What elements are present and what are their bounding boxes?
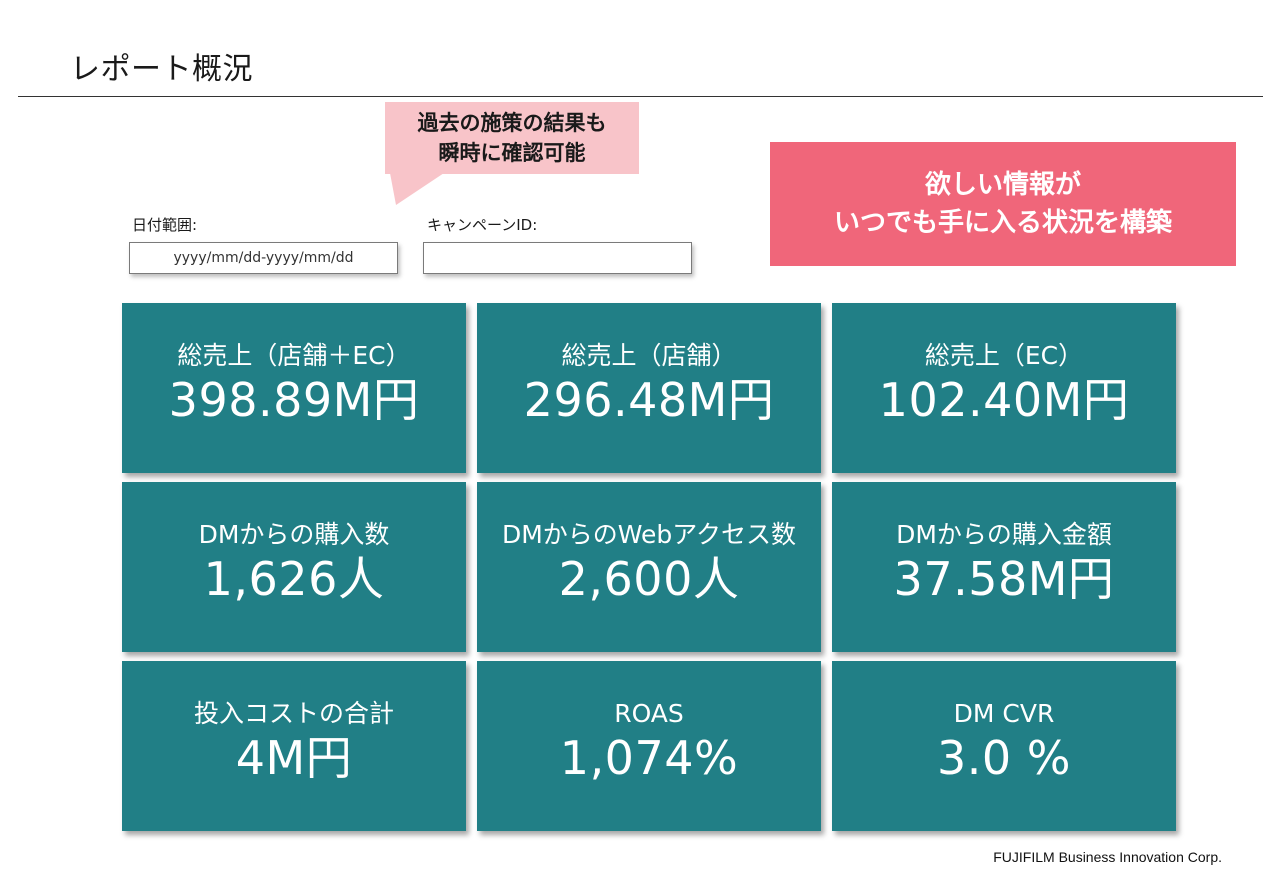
page-title: レポート概況 [70,52,253,87]
metric-label: DMからの購入金額 [896,520,1112,549]
footer-company: FUJIFILM Business Innovation Corp. [993,849,1222,865]
metric-card-dm-purchase-amount: DMからの購入金額 37.58M円 [832,482,1176,652]
date-range-input[interactable] [129,242,398,274]
metric-card-dm-cvr: DM CVR 3.0 % [832,661,1176,831]
campaign-id-input[interactable] [423,242,692,274]
metric-value: 102.40M円 [878,373,1130,427]
callout-tail [390,173,444,205]
callout-bubble: 過去の施策の結果も 瞬時に確認可能 [385,102,639,174]
metric-value: 3.0 % [937,731,1071,785]
metric-card-ec-sales: 総売上（EC） 102.40M円 [832,303,1176,473]
metric-label: 総売上（EC） [924,341,1084,370]
metrics-grid: 総売上（店舗＋EC） 398.89M円 総売上（店舗） 296.48M円 総売上… [122,303,1176,831]
metric-label: ROAS [614,699,684,728]
metric-card-store-sales: 総売上（店舗） 296.48M円 [477,303,821,473]
metric-value: 4M円 [235,731,353,785]
highlight-banner: 欲しい情報が いつでも手に入る状況を構築 [770,142,1236,266]
metric-card-dm-web-access: DMからのWebアクセス数 2,600人 [477,482,821,652]
metric-card-dm-purchases: DMからの購入数 1,626人 [122,482,466,652]
date-range-label: 日付範囲: [132,216,198,234]
metric-value: 37.58M円 [893,552,1115,606]
metric-label: 総売上（店舗） [561,341,737,370]
metric-label: 投入コストの合計 [193,699,394,728]
title-divider [18,96,1263,97]
metric-card-total-cost: 投入コストの合計 4M円 [122,661,466,831]
metric-card-total-sales: 総売上（店舗＋EC） 398.89M円 [122,303,466,473]
metric-value: 1,074% [559,731,739,785]
metric-card-roas: ROAS 1,074% [477,661,821,831]
metric-value: 398.89M円 [168,373,420,427]
metric-label: 総売上（店舗＋EC） [177,341,411,370]
campaign-id-label: キャンペーンID: [427,216,538,234]
metric-value: 2,600人 [558,552,740,606]
metric-label: DM CVR [953,699,1055,728]
metric-value: 296.48M円 [523,373,775,427]
metric-label: DMからのWebアクセス数 [501,520,797,549]
metric-value: 1,626人 [203,552,385,606]
metric-label: DMからの購入数 [198,520,390,549]
